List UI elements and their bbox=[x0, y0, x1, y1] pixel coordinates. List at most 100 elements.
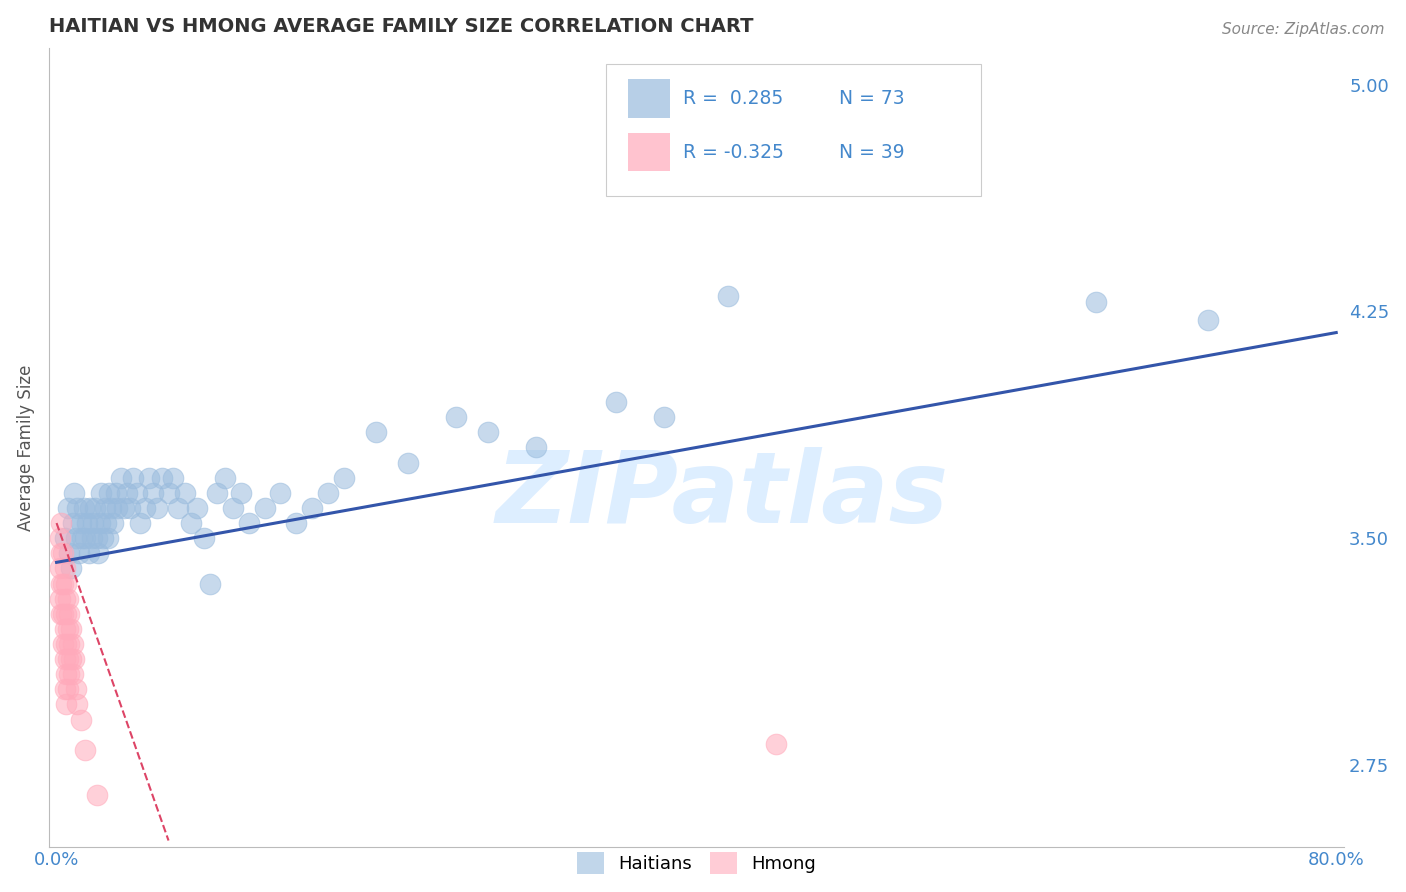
Point bbox=[65, 531, 87, 545]
Point bbox=[55, 607, 77, 621]
Point bbox=[253, 500, 276, 515]
Text: ZIPatlas: ZIPatlas bbox=[496, 447, 949, 544]
Point bbox=[52, 576, 75, 591]
Point bbox=[69, 713, 91, 727]
Point bbox=[58, 607, 80, 621]
Point bbox=[125, 485, 148, 500]
Point bbox=[122, 471, 145, 485]
FancyBboxPatch shape bbox=[627, 79, 671, 118]
Point bbox=[56, 682, 79, 697]
Point bbox=[765, 737, 787, 751]
Point bbox=[69, 516, 91, 530]
Point bbox=[141, 485, 163, 500]
Point bbox=[1085, 295, 1108, 310]
Point bbox=[52, 546, 75, 560]
Point bbox=[56, 500, 79, 515]
Point bbox=[55, 576, 77, 591]
Point bbox=[150, 471, 173, 485]
Point bbox=[58, 667, 80, 681]
Point bbox=[80, 531, 103, 545]
Point bbox=[51, 546, 73, 560]
Point bbox=[55, 637, 77, 651]
Point bbox=[86, 788, 108, 802]
Point bbox=[79, 500, 101, 515]
Point bbox=[59, 652, 82, 666]
Point bbox=[105, 500, 128, 515]
Point bbox=[82, 516, 104, 530]
Point bbox=[53, 622, 76, 636]
Point bbox=[301, 500, 323, 515]
Point bbox=[58, 546, 80, 560]
Point bbox=[94, 516, 117, 530]
Point bbox=[115, 485, 138, 500]
Point bbox=[110, 471, 132, 485]
Point bbox=[89, 516, 111, 530]
Point bbox=[66, 698, 89, 712]
Point bbox=[75, 531, 97, 545]
Point bbox=[446, 410, 468, 425]
Point bbox=[269, 485, 291, 500]
Text: Source: ZipAtlas.com: Source: ZipAtlas.com bbox=[1222, 22, 1385, 37]
Point bbox=[58, 637, 80, 651]
Point bbox=[238, 516, 260, 530]
Point bbox=[193, 531, 215, 545]
Point bbox=[1197, 313, 1219, 327]
Point bbox=[717, 289, 740, 303]
Point bbox=[162, 471, 184, 485]
Y-axis label: Average Family Size: Average Family Size bbox=[17, 364, 35, 531]
Point bbox=[134, 500, 156, 515]
Point bbox=[398, 456, 420, 470]
Point bbox=[120, 500, 142, 515]
Point bbox=[198, 576, 221, 591]
Text: N = 73: N = 73 bbox=[839, 89, 904, 108]
Point bbox=[63, 652, 86, 666]
Point bbox=[214, 471, 236, 485]
Point bbox=[52, 637, 75, 651]
Point bbox=[51, 576, 73, 591]
FancyBboxPatch shape bbox=[627, 133, 671, 171]
Point bbox=[48, 591, 70, 606]
Point bbox=[63, 485, 86, 500]
Point bbox=[366, 425, 388, 440]
Point bbox=[62, 667, 84, 681]
Point bbox=[48, 561, 70, 575]
Point bbox=[87, 546, 110, 560]
Point bbox=[333, 471, 356, 485]
Point bbox=[100, 500, 122, 515]
Point bbox=[52, 607, 75, 621]
Text: N = 39: N = 39 bbox=[839, 143, 904, 161]
Point bbox=[53, 591, 76, 606]
Point bbox=[138, 471, 160, 485]
Point bbox=[62, 637, 84, 651]
Point bbox=[205, 485, 228, 500]
Point bbox=[605, 395, 627, 409]
Text: R =  0.285: R = 0.285 bbox=[683, 89, 783, 108]
Point bbox=[53, 561, 76, 575]
Point bbox=[90, 485, 112, 500]
Point bbox=[285, 516, 308, 530]
Point bbox=[98, 485, 121, 500]
Point bbox=[167, 500, 190, 515]
Point bbox=[104, 485, 127, 500]
Point bbox=[477, 425, 499, 440]
Point bbox=[53, 682, 76, 697]
Point bbox=[526, 441, 548, 455]
Point bbox=[75, 743, 97, 757]
Point bbox=[318, 485, 340, 500]
FancyBboxPatch shape bbox=[606, 64, 981, 196]
Point bbox=[53, 652, 76, 666]
Point bbox=[59, 622, 82, 636]
Point bbox=[76, 516, 98, 530]
Point bbox=[654, 410, 676, 425]
Point bbox=[93, 500, 115, 515]
Point bbox=[56, 591, 79, 606]
Point bbox=[73, 500, 96, 515]
Point bbox=[66, 500, 89, 515]
Point bbox=[128, 516, 150, 530]
Text: R = -0.325: R = -0.325 bbox=[683, 143, 785, 161]
Point bbox=[48, 531, 70, 545]
Point bbox=[53, 531, 76, 545]
Point bbox=[84, 500, 107, 515]
Point bbox=[55, 667, 77, 681]
Point bbox=[97, 531, 120, 545]
